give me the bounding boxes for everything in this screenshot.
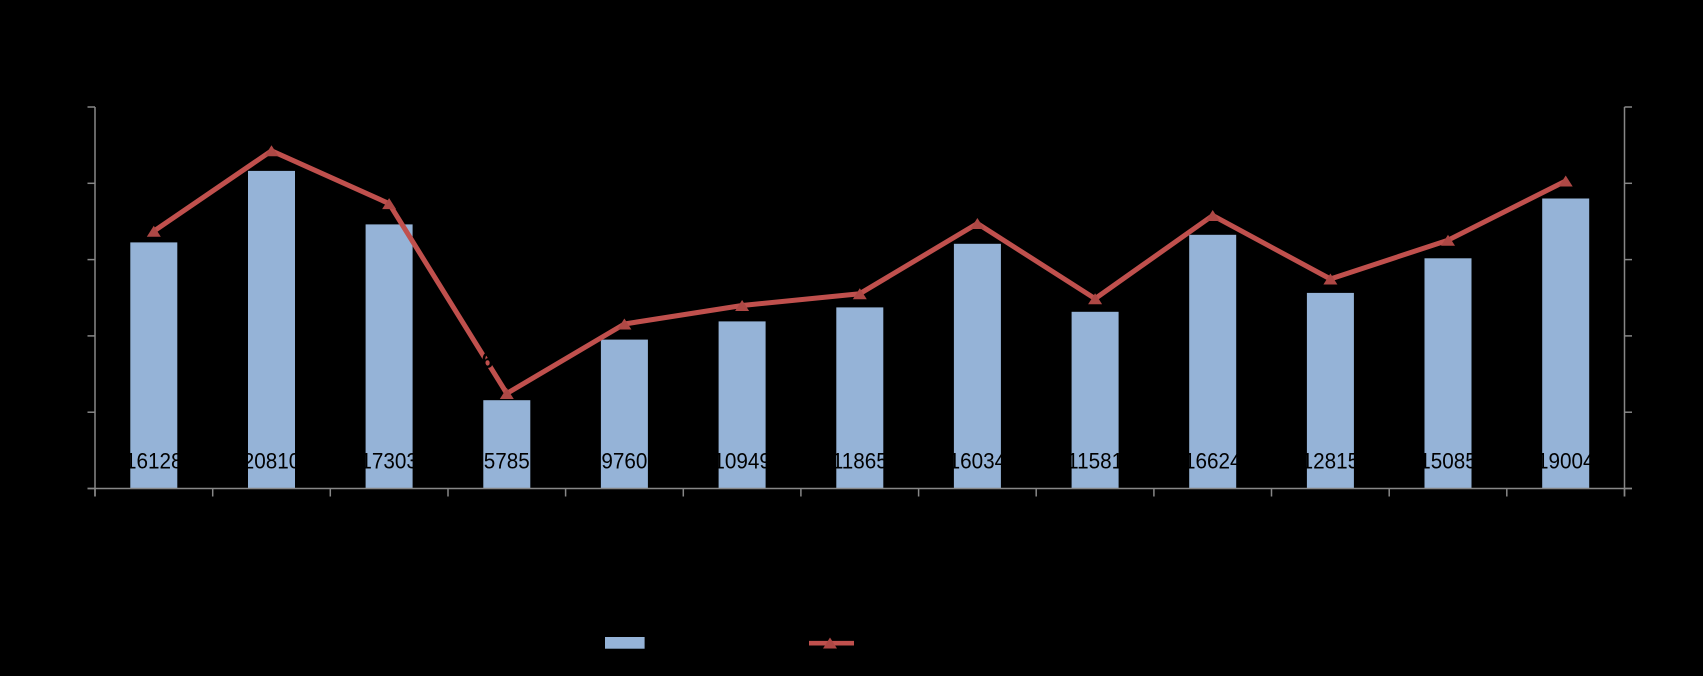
svg-text:16128: 16128	[125, 449, 183, 474]
svg-text:9760: 9760	[601, 449, 647, 474]
svg-text:17303: 17303	[360, 449, 418, 474]
svg-text:16034: 16034	[949, 449, 1007, 474]
svg-text:11865: 11865	[832, 449, 888, 474]
svg-text:19004: 19004	[1537, 449, 1595, 474]
svg-text:5785: 5785	[484, 449, 530, 474]
svg-text:20810: 20810	[243, 449, 301, 474]
svg-text:11581: 11581	[1067, 449, 1123, 474]
svg-text:16624: 16624	[1184, 449, 1242, 474]
svg-text:15085: 15085	[1419, 449, 1477, 474]
svg-text:12815: 12815	[1302, 449, 1360, 474]
svg-text:6: 6	[482, 348, 494, 373]
svg-text:10949: 10949	[713, 449, 770, 474]
